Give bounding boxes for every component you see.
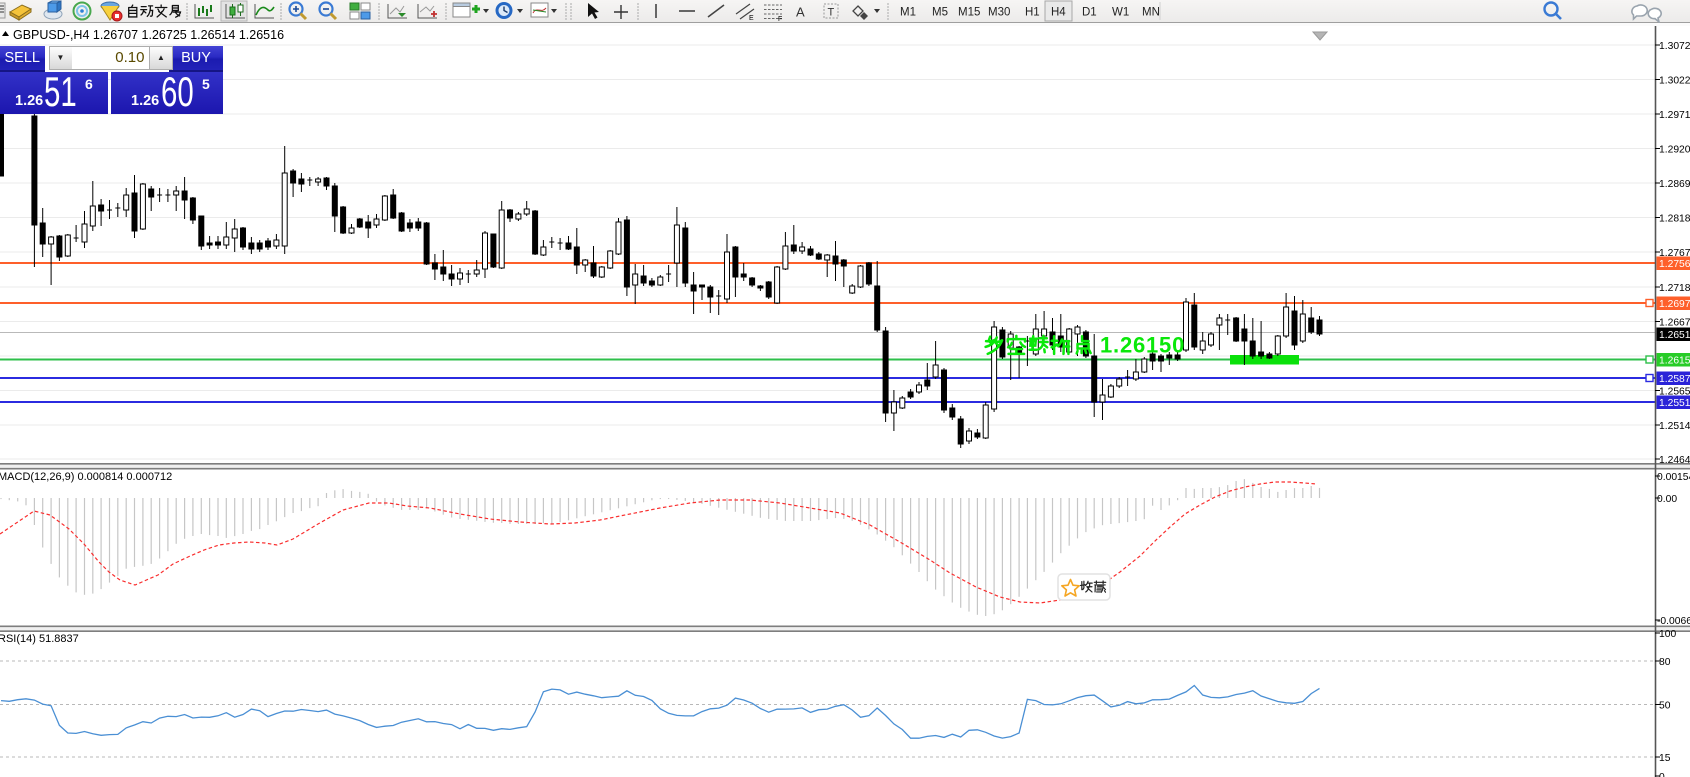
svg-text:1.2869: 1.2869 bbox=[1659, 179, 1690, 190]
svg-text:1.2514: 1.2514 bbox=[1659, 421, 1690, 432]
svg-text:1.2667: 1.2667 bbox=[1659, 317, 1690, 328]
svg-text:MN: MN bbox=[1142, 7, 1160, 19]
svg-text:E: E bbox=[749, 15, 754, 22]
svg-text:1.3022: 1.3022 bbox=[1659, 75, 1690, 86]
svg-text:1.3072: 1.3072 bbox=[1659, 41, 1690, 52]
svg-text:0: 0 bbox=[1659, 772, 1665, 777]
svg-text:1.2767: 1.2767 bbox=[1659, 248, 1690, 259]
svg-text:15: 15 bbox=[1659, 753, 1671, 764]
svg-text:RSI(14) 51.8837: RSI(14) 51.8837 bbox=[0, 633, 79, 645]
svg-text:1.2464: 1.2464 bbox=[1659, 455, 1690, 466]
svg-text:M5: M5 bbox=[932, 7, 948, 19]
svg-text:M1: M1 bbox=[900, 7, 916, 19]
svg-text:100: 100 bbox=[1659, 629, 1676, 640]
svg-text:1.26150: 1.26150 bbox=[1100, 333, 1185, 358]
svg-text:GBPUSD-,H4 1.26707 1.26725 1.: GBPUSD-,H4 1.26707 1.26725 1.26514 1.265… bbox=[13, 28, 284, 42]
svg-text:F: F bbox=[778, 16, 782, 23]
svg-text:0.00154: 0.00154 bbox=[1657, 472, 1690, 483]
svg-text:1.2971: 1.2971 bbox=[1659, 110, 1690, 121]
svg-text:1.2920: 1.2920 bbox=[1659, 144, 1690, 155]
svg-text:A: A bbox=[796, 5, 805, 20]
svg-text:1.2756: 1.2756 bbox=[1659, 259, 1690, 270]
svg-text:T: T bbox=[828, 7, 835, 19]
svg-text:80: 80 bbox=[1659, 657, 1671, 668]
svg-text:1.2818: 1.2818 bbox=[1659, 213, 1690, 224]
svg-text:-0.0066: -0.0066 bbox=[1657, 616, 1690, 627]
svg-text:1.2615: 1.2615 bbox=[1659, 355, 1690, 366]
svg-text:1.2587: 1.2587 bbox=[1659, 374, 1690, 385]
svg-text:D1: D1 bbox=[1082, 7, 1097, 19]
svg-text:0.00: 0.00 bbox=[1657, 494, 1677, 505]
svg-text:50: 50 bbox=[1659, 700, 1671, 711]
svg-text:1.2697: 1.2697 bbox=[1659, 299, 1690, 310]
svg-text:W1: W1 bbox=[1112, 7, 1129, 19]
svg-text:M30: M30 bbox=[988, 7, 1010, 19]
svg-text:M15: M15 bbox=[958, 7, 980, 19]
svg-text:1.2565: 1.2565 bbox=[1659, 386, 1690, 397]
svg-text:H1: H1 bbox=[1025, 7, 1040, 19]
svg-text:H4: H4 bbox=[1051, 7, 1066, 19]
svg-text:1.2718: 1.2718 bbox=[1659, 283, 1690, 294]
svg-text:1.2551: 1.2551 bbox=[1659, 398, 1690, 409]
svg-text:MACD(12,26,9) 0.000814 0.00071: MACD(12,26,9) 0.000814 0.000712 bbox=[0, 471, 172, 483]
svg-text:1.2651: 1.2651 bbox=[1659, 330, 1690, 341]
